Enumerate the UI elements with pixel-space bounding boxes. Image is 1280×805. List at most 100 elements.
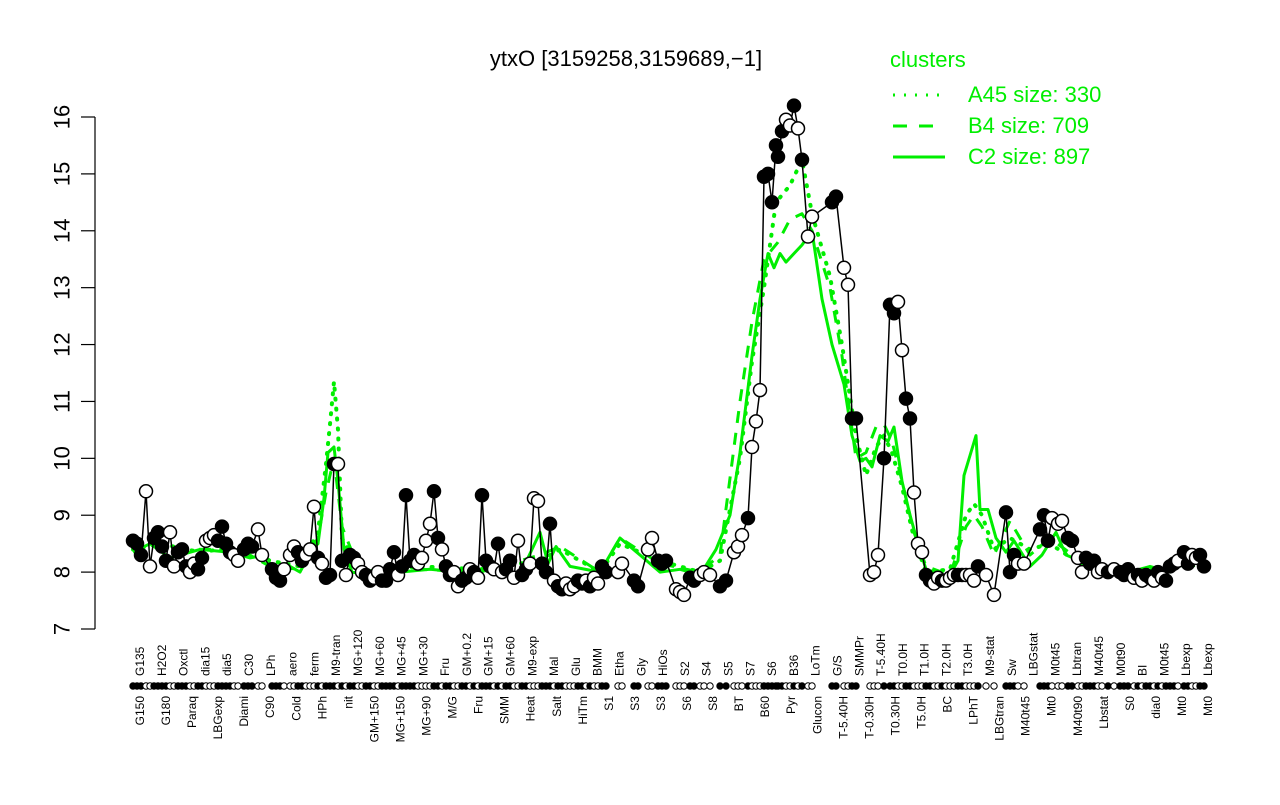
- x-tick-label: Lbtran: [1070, 642, 1084, 676]
- y-tick-label: 7: [50, 623, 75, 635]
- data-point: [276, 562, 292, 577]
- x-tick-label: G/S: [830, 655, 844, 676]
- x-rug-marker: [234, 682, 242, 690]
- x-rug-marker: [722, 682, 730, 690]
- x-tick-label: dia15: [198, 646, 212, 676]
- x-tick-label: B60: [758, 696, 772, 718]
- y-tick-label: 12: [50, 332, 75, 356]
- x-rug-marker: [852, 682, 860, 690]
- y-tick-label: 10: [50, 446, 75, 470]
- x-tick-label: BMM: [591, 648, 605, 676]
- x-tick-label: LPh: [264, 655, 278, 676]
- legend: clusters A45 size: 330 B4 size: 709 C2 s…: [890, 47, 1101, 169]
- data-point: [1064, 533, 1080, 549]
- x-tick-label: MG+30: [416, 636, 430, 676]
- data-point: [138, 484, 154, 499]
- data-point: [836, 260, 852, 276]
- x-tick-label: Mt0: [1201, 696, 1215, 716]
- data-point: [194, 550, 210, 566]
- x-tick-label: Mt0: [1045, 696, 1059, 716]
- data-point: [804, 209, 820, 224]
- x-tick-label: S3: [654, 696, 668, 711]
- x-tick-label: Glucon: [810, 696, 824, 734]
- data-point: [914, 544, 930, 560]
- x-tick-label: Salt: [550, 695, 564, 716]
- y-tick-label: 14: [50, 219, 75, 243]
- data-point: [786, 98, 802, 113]
- data-point: [828, 189, 844, 204]
- x-rug-marker: [258, 682, 266, 690]
- x-tick-label: Lbexp: [1201, 643, 1215, 676]
- x-tick-label: Pyr: [784, 696, 798, 714]
- x-tick-label: M0t45: [1157, 642, 1171, 676]
- x-tick-label: S3: [628, 696, 642, 711]
- x-tick-label: B36: [787, 654, 801, 676]
- data-point: [734, 527, 750, 543]
- x-tick-label: S6: [765, 661, 779, 676]
- x-rug-marker: [1048, 682, 1056, 690]
- data-point: [214, 519, 230, 534]
- data-point: [502, 553, 518, 568]
- x-tick-label: Fru: [438, 658, 452, 676]
- data-point: [894, 342, 910, 358]
- x-rug-marker: [280, 682, 288, 690]
- data-point: [142, 559, 158, 574]
- data-point: [790, 121, 806, 136]
- data-point: [876, 451, 892, 466]
- x-tick-label: LoTm: [809, 645, 823, 676]
- data-point: [748, 414, 764, 429]
- x-tick-label: MG+45: [395, 636, 409, 676]
- data-point: [510, 533, 526, 549]
- x-axis: G135 H2O2 Oxctl dia15 dia5 C30 LPh aero ferm M9-t…: [129, 629, 1215, 743]
- x-tick-label: MG+120: [351, 629, 365, 676]
- data-point: [414, 550, 430, 566]
- x-rug-marker: [874, 682, 882, 690]
- chart-title: ytxO [3159258,3159689,−1]: [490, 46, 762, 71]
- x-tick-label: G180: [159, 696, 173, 726]
- data-point: [1016, 556, 1032, 571]
- x-tick-label: HiTm: [576, 696, 590, 725]
- x-tick-label: M0t90: [1114, 642, 1128, 676]
- data-point: [254, 547, 270, 563]
- x-rug-marker: [1104, 682, 1112, 690]
- x-rug-marker: [974, 682, 982, 690]
- data-point: [470, 570, 486, 586]
- x-tick-label: GM+150: [367, 696, 381, 743]
- x-tick-label: Etha: [613, 651, 627, 676]
- legend-title: clusters: [890, 47, 966, 72]
- x-tick-label: Oxctl: [177, 649, 191, 676]
- x-tick-label: G150: [133, 696, 147, 726]
- data-point: [848, 411, 864, 426]
- x-rug-marker: [982, 682, 990, 690]
- x-tick-label: T1.0H: [918, 643, 932, 676]
- data-point: [150, 525, 166, 540]
- data-point: [474, 488, 490, 503]
- data-point: [1054, 513, 1070, 529]
- data-point: [314, 556, 330, 571]
- data-point: [870, 547, 886, 563]
- x-tick-label: Sw: [1005, 659, 1019, 676]
- x-tick-label: SMM: [498, 696, 512, 724]
- x-rug-marker: [1014, 682, 1022, 690]
- data-point: [658, 553, 674, 568]
- x-tick-label: M0t45: [1048, 642, 1062, 676]
- data-point: [744, 439, 760, 455]
- x-tick-label: Cold: [289, 696, 303, 721]
- x-tick-label: LBGexp: [211, 696, 225, 740]
- data-point: [434, 542, 450, 557]
- x-tick-label: BI: [1136, 665, 1150, 676]
- legend-entry-c2: C2 size: 897: [968, 144, 1090, 169]
- data-point: [426, 484, 442, 499]
- data-point: [542, 516, 558, 532]
- x-tick-label: M40t45: [1019, 696, 1033, 736]
- x-tick-label: BT: [732, 695, 746, 711]
- x-tick-label: T-5.40H: [836, 696, 850, 739]
- y-axis: 7 8 9 10 11 12 13 14 15 16: [50, 105, 96, 635]
- y-tick-label: 16: [50, 105, 75, 129]
- data-point: [598, 564, 614, 580]
- x-tick-label: G135: [133, 646, 147, 676]
- x-rug-marker: [1020, 682, 1028, 690]
- x-tick-label: M40t90: [1071, 696, 1085, 736]
- x-tick-label: T3.0H: [961, 643, 975, 676]
- x-tick-label: dia5: [220, 653, 234, 676]
